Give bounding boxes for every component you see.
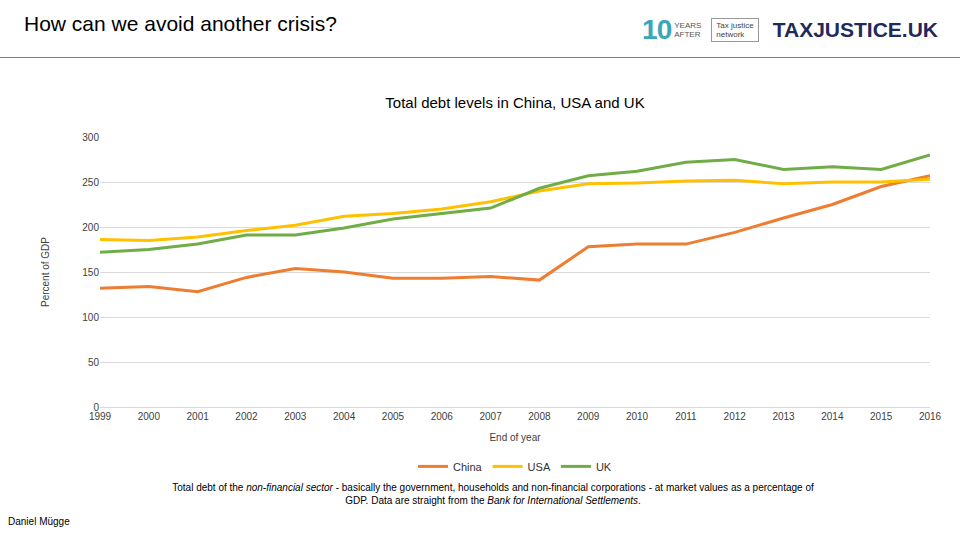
svg-text:End of year: End of year bbox=[489, 432, 541, 443]
svg-text:2016: 2016 bbox=[919, 411, 942, 422]
svg-text:0: 0 bbox=[93, 402, 99, 413]
svg-text:2009: 2009 bbox=[577, 411, 600, 422]
svg-text:250: 250 bbox=[82, 177, 99, 188]
svg-text:2003: 2003 bbox=[284, 411, 307, 422]
svg-text:50: 50 bbox=[88, 357, 100, 368]
svg-text:Total debt levels in China, US: Total debt levels in China, USA and UK bbox=[385, 94, 644, 111]
svg-text:2006: 2006 bbox=[431, 411, 454, 422]
svg-text:2002: 2002 bbox=[235, 411, 258, 422]
svg-text:2000: 2000 bbox=[138, 411, 161, 422]
svg-text:China: China bbox=[453, 461, 483, 473]
svg-text:2010: 2010 bbox=[626, 411, 649, 422]
html-text:10: 10 bbox=[642, 14, 672, 45]
svg-text:2004: 2004 bbox=[333, 411, 356, 422]
svg-text:USA: USA bbox=[528, 461, 551, 473]
svg-text:Percent of GDP: Percent of GDP bbox=[40, 237, 51, 307]
svg-text:2014: 2014 bbox=[821, 411, 844, 422]
svg-text:300: 300 bbox=[82, 132, 99, 143]
svg-text:2008: 2008 bbox=[528, 411, 551, 422]
svg-text:2005: 2005 bbox=[382, 411, 405, 422]
html-text:Total debt of the non-financia: Total debt of the non-financial sector -… bbox=[172, 482, 814, 506]
html-text:YEARS: YEARS bbox=[674, 21, 702, 30]
svg-text:1999: 1999 bbox=[89, 411, 112, 422]
svg-text:2001: 2001 bbox=[187, 411, 210, 422]
html-text:network: network bbox=[716, 30, 745, 39]
html-text:TAXJUSTICE.UK: TAXJUSTICE.UK bbox=[772, 18, 938, 41]
svg-text:2015: 2015 bbox=[870, 411, 893, 422]
svg-text:100: 100 bbox=[82, 312, 99, 323]
svg-text:2012: 2012 bbox=[724, 411, 747, 422]
svg-text:2013: 2013 bbox=[772, 411, 795, 422]
html-text:AFTER: AFTER bbox=[674, 30, 701, 39]
html-text:Tax justice: Tax justice bbox=[716, 21, 754, 30]
svg-text:200: 200 bbox=[82, 222, 99, 233]
svg-text:150: 150 bbox=[82, 267, 99, 278]
html-text:Daniel Mügge: Daniel Mügge bbox=[8, 516, 70, 527]
svg-text:2007: 2007 bbox=[479, 411, 502, 422]
html-text:How can we avoid another crisi: How can we avoid another crisis? bbox=[24, 12, 337, 35]
svg-text:2011: 2011 bbox=[675, 411, 697, 422]
svg-text:UK: UK bbox=[596, 461, 612, 473]
